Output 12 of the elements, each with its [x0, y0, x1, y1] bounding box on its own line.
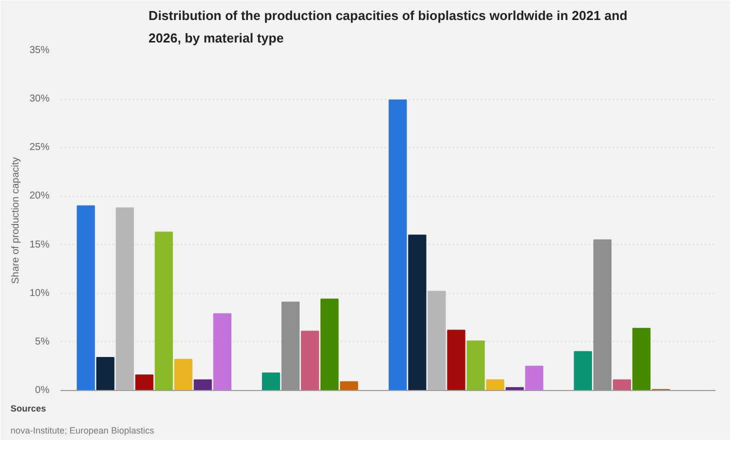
y-axis-title: Share of production capacity — [10, 157, 22, 284]
y-tick-label: 5% — [35, 336, 50, 348]
y-tick-label: 25% — [29, 142, 50, 154]
chart-title: Distribution of the production capacities of bioplastics worldwide in 2021 and 2026, by material type — [148, 8, 628, 46]
y-tick-label: 20% — [29, 190, 50, 202]
y-tick-label: 10% — [29, 288, 50, 299]
text: nova-Institute; European Bioplastics — [10, 426, 155, 436]
y-tick-label: 35% — [29, 45, 50, 56]
y-tick-label: 15% — [29, 239, 50, 250]
y-tick-label: 0% — [35, 385, 50, 396]
text: Sources — [10, 404, 46, 414]
y-tick-label: 30% — [29, 94, 50, 105]
